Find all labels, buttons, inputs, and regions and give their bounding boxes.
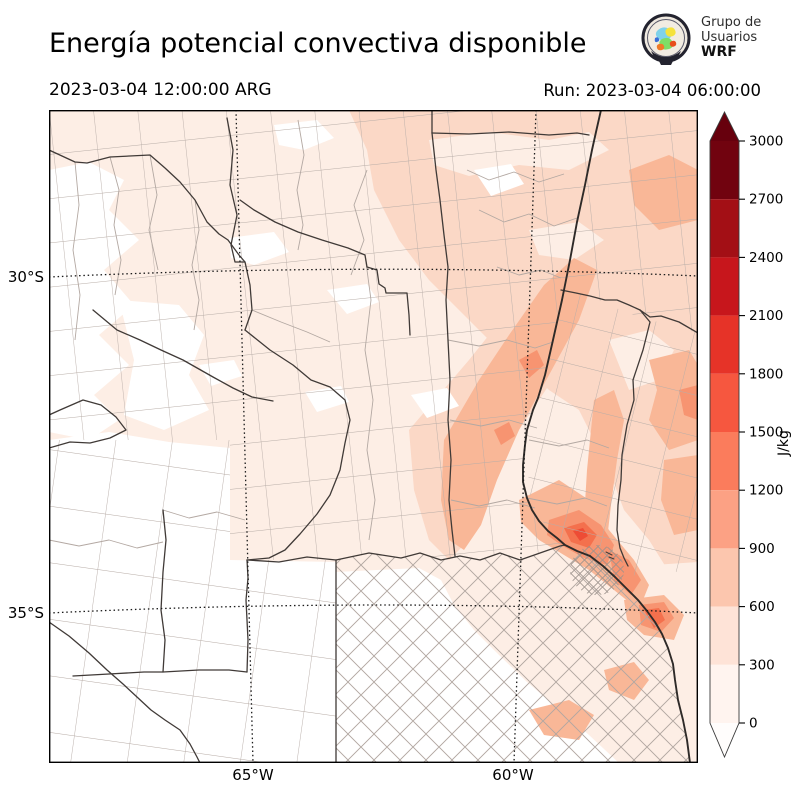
logo-line3: WRF: [701, 44, 737, 61]
lon-label-65w: 65°W: [232, 766, 274, 784]
colorbar: 3000 2700 2400 2100 1800 1500 1200 900 6…: [709, 110, 792, 759]
svg-text:1800: 1800: [749, 366, 783, 382]
gridline-65w: [235, 110, 254, 763]
wrf-users-group-logo-icon: [641, 13, 691, 65]
run-time-label: Run: 2023-03-04 06:00:00: [543, 81, 761, 100]
svg-text:0: 0: [749, 716, 758, 732]
lat-label-30s: 30°S: [7, 268, 44, 286]
svg-text:2100: 2100: [749, 308, 783, 324]
gridline-30s: [49, 268, 698, 278]
parana-river: [522, 110, 602, 557]
logo-text: Grupo de Usuarios WRF: [701, 15, 762, 61]
colorbar-tick-labels: 3000 2700 2400 2100 1800 1500 1200 900 6…: [749, 134, 783, 732]
colorbar-arrow-top: [710, 112, 739, 141]
graticule-gridlines: [49, 110, 698, 763]
svg-text:1200: 1200: [749, 483, 783, 499]
parana-river-and-coastline: [522, 110, 691, 763]
colorbar-tickmarks: [739, 140, 745, 724]
gridline-60w: [513, 110, 537, 763]
svg-text:1500: 1500: [749, 425, 783, 441]
valid-time-label: 2023-03-04 12:00:00 ARG: [49, 80, 272, 100]
svg-text:900: 900: [749, 541, 775, 557]
svg-text:2400: 2400: [749, 250, 783, 266]
svg-text:3000: 3000: [749, 134, 783, 150]
logo-line1: Grupo de: [701, 15, 762, 30]
logo-globe-field: [654, 27, 677, 51]
colorbar-segments: [710, 112, 739, 757]
page-title: Energía potencial convectiva disponible: [49, 28, 587, 59]
colorbar-unit-label: J/kg: [776, 430, 792, 457]
province-boundaries: [49, 110, 698, 763]
colorbar-arrow-bottom: [710, 723, 739, 757]
department-boundaries: [49, 110, 698, 763]
lon-label-60w: 60°W: [492, 766, 534, 784]
map-frame: [49, 110, 698, 763]
svg-text:2700: 2700: [749, 192, 783, 208]
lat-label-35s: 35°S: [7, 604, 44, 622]
gridline-35s: [49, 604, 698, 614]
cape-map: [49, 110, 698, 763]
svg-text:300: 300: [749, 657, 775, 673]
rio-de-la-plata-coastline: [589, 555, 691, 763]
logo-line2: Usuarios: [701, 29, 758, 45]
svg-text:600: 600: [749, 599, 775, 615]
